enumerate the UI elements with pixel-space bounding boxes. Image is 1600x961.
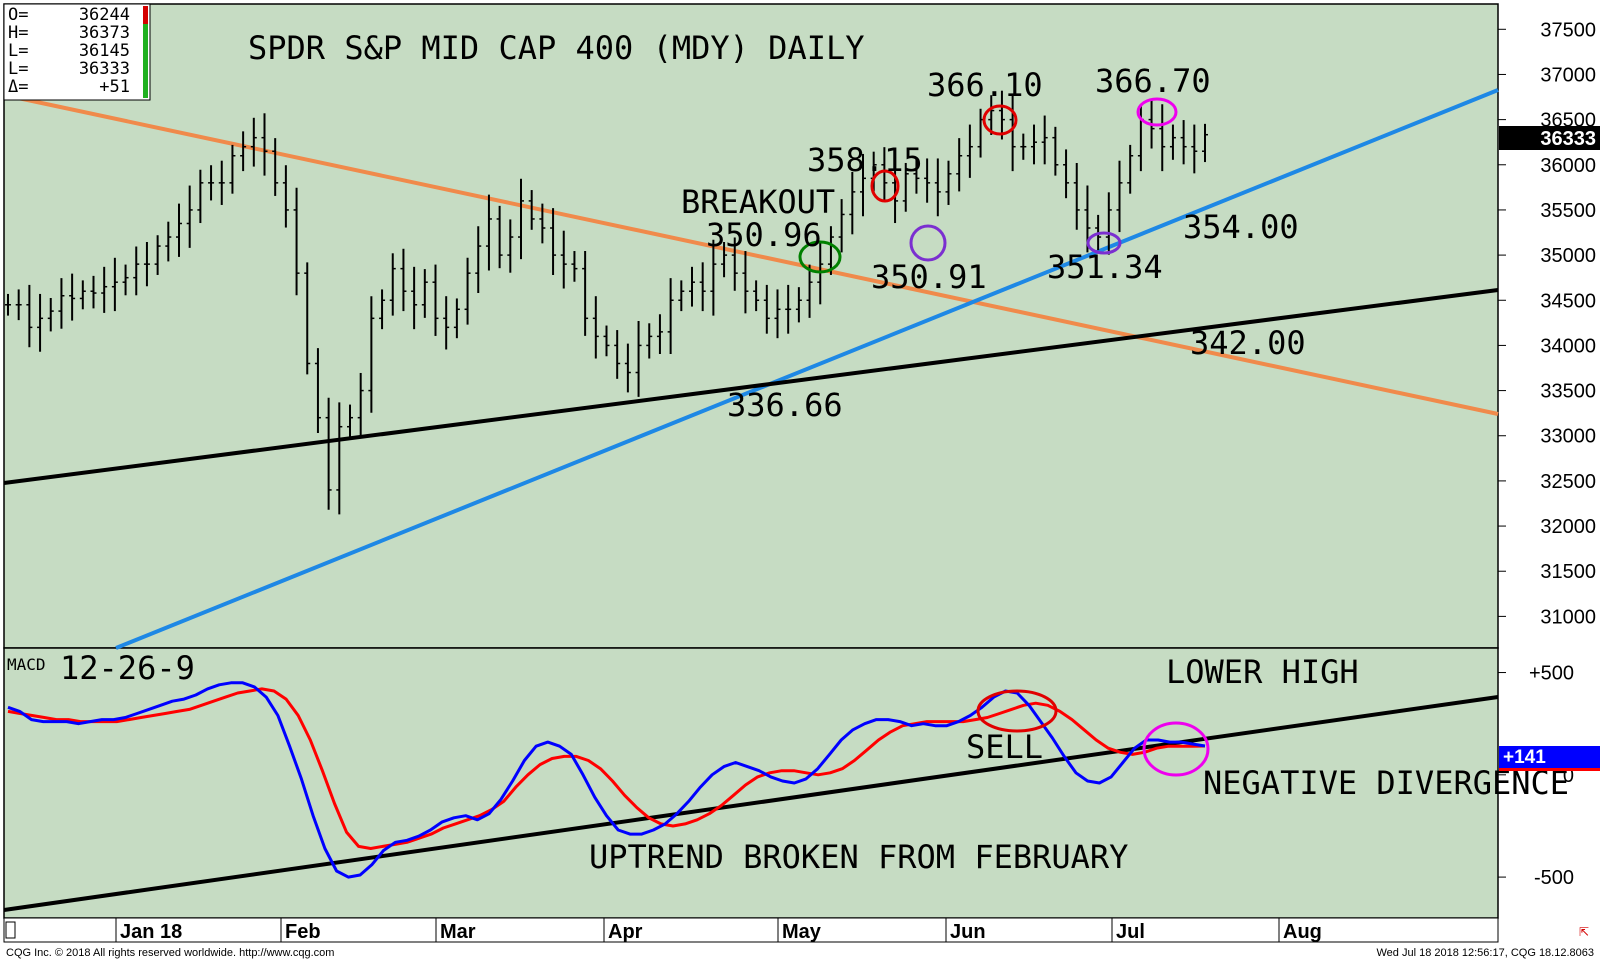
macd-title: MACD [7,655,46,674]
ohlc-label-2: L= [8,41,28,61]
ohlc-indicator-green [143,24,148,98]
x-axis-ticks: Jan 18 Feb Mar Apr May Jun Jul Aug [115,918,1322,943]
copyright-text: CQG Inc. © 2018 All rights reserved worl… [6,947,335,959]
price-tick-label: 33000 [1540,426,1596,448]
price-bars [5,90,1208,515]
ohlc-value-4: +51 [99,77,130,97]
date-tick-label: Jul [1116,921,1145,943]
price-tick-label: 35000 [1540,245,1596,267]
annotation-336-66: 336.66 [727,386,843,424]
ohlc-label-0: O= [8,5,28,25]
macd-tick-label: -500 [1534,867,1574,889]
annotation-350-91: 350.91 [871,258,987,296]
annotation-350-96: 350.96 [706,216,822,254]
peak-366-70-circle [1136,97,1178,127]
price-tick-label: 34000 [1540,335,1596,357]
annotation-366-70: 366.70 [1095,62,1211,100]
date-axis [3,917,1499,943]
ohlc-box [3,3,151,101]
price-panel [3,3,1499,649]
scroll-handle[interactable] [5,921,16,939]
chart-title: SPDR S&P MID CAP 400 (MDY) DAILY [248,29,865,67]
price-tick-label: 33500 [1540,381,1596,403]
axis-end-icon: ⇱ [1579,925,1589,939]
macd-axis-ticks: -500 0 +500 [1498,663,1574,889]
peak-358-circle [870,169,900,203]
signal-line [7,687,1206,850]
annotation-uptrend-broken: UPTREND BROKEN FROM FEBRUARY [589,838,1128,876]
last-macd-label: +141 [1503,747,1546,768]
macd-trend-line [3,695,1499,912]
annotation-354-00: 354.00 [1183,208,1299,246]
price-tick-label: 37500 [1540,19,1596,41]
date-tick-label: Feb [285,921,321,943]
last-macd-marker [1499,746,1600,768]
annotation-358-15: 358.15 [807,141,923,179]
macd-tick-label: +500 [1529,663,1574,685]
annotation-342-00: 342.00 [1190,324,1306,362]
price-tick-label: 31000 [1540,606,1596,628]
macd-lower-high-circle [1142,721,1210,777]
annotation-breakout: BREAKOUT [681,183,835,221]
date-tick-label: Mar [440,921,476,943]
price-tick-label: 37000 [1540,64,1596,86]
date-tick-label: Jun [950,921,986,943]
blue-uptrend-line [115,88,1499,650]
price-tick-label: 32500 [1540,471,1596,493]
annotation-sell: SELL [966,728,1043,766]
last-price-label: 36333 [1540,128,1596,150]
footer: CQG Inc. © 2018 All rights reserved worl… [0,944,1600,961]
price-tick-label: 36000 [1540,155,1596,177]
breakout-circle [798,240,842,274]
black-support-line [3,288,1499,485]
macd-params: 12-26-9 [60,649,195,687]
ohlc-label-4: Δ= [8,77,28,97]
macd-sell-circle [976,689,1058,733]
low-351-circle [1086,231,1122,255]
date-tick-label: May [782,921,822,943]
ohlc-value-0: 36244 [79,5,130,25]
annotation-366-10: 366.10 [927,66,1043,104]
last-price-marker [1499,126,1600,150]
date-tick-label: Apr [608,921,643,943]
price-tick-label: 35500 [1540,200,1596,222]
price-tick-label: 32000 [1540,516,1596,538]
low-350-circle [909,224,947,262]
peak-366-10-circle [982,104,1018,136]
price-tick-label: 34500 [1540,290,1596,312]
price-axis-ticks: 31000 31500 32000 32500 33000 33500 34000 34500… [1498,19,1596,628]
macd-tick-label: 0 [1563,765,1574,787]
annotation-351-34: 351.34 [1047,248,1163,286]
date-tick-label: Jan 18 [120,921,182,943]
timestamp-text: Wed Jul 18 2018 12:56:17, CQG 18.12.8063 [1376,947,1594,959]
ohlc-label-1: H= [8,23,28,43]
ohlc-value-3: 36333 [79,59,130,79]
ohlc-indicator-red [143,6,148,24]
ohlc-value-1: 36373 [79,23,130,43]
annotation-lower-high: LOWER HIGH [1166,653,1359,691]
last-signal-marker [1499,768,1600,771]
price-tick-label: 31500 [1540,561,1596,583]
ohlc-label-3: L= [8,59,28,79]
date-tick-label: Aug [1283,921,1322,943]
ohlc-value-2: 36145 [79,41,130,61]
